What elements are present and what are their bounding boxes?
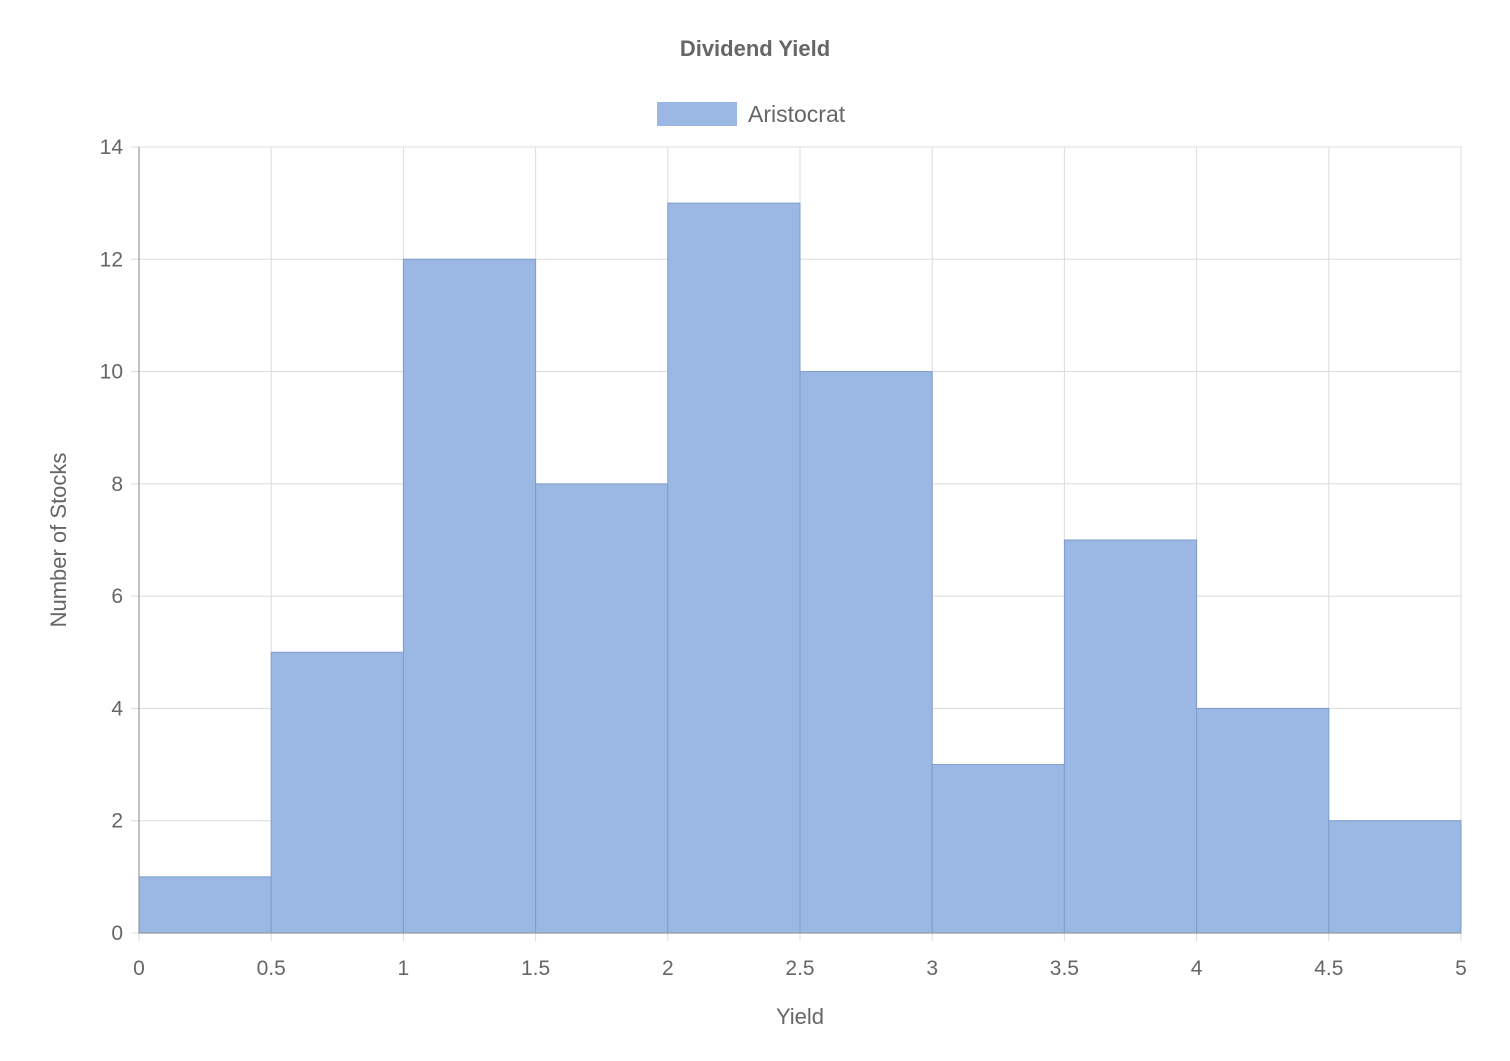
y-axis-title: Number of Stocks — [46, 453, 71, 628]
histogram-bar[interactable] — [931, 764, 1065, 934]
y-tick-label: 0 — [111, 922, 123, 945]
histogram-bar[interactable] — [799, 371, 933, 934]
y-tick-label: 12 — [100, 248, 123, 271]
histogram-bars — [138, 202, 1462, 934]
legend-label-aristocrat: Aristocrat — [748, 101, 846, 127]
x-tick-label: 0.5 — [257, 957, 286, 980]
x-tick-label: 3 — [926, 957, 938, 980]
legend-swatch-aristocrat — [657, 102, 737, 126]
x-tick-label: 1.5 — [521, 957, 550, 980]
histogram-bar[interactable] — [1063, 539, 1198, 934]
x-tick-label: 2.5 — [785, 957, 814, 980]
x-axis-title: Yield — [776, 1004, 824, 1029]
histogram-bar[interactable] — [1328, 820, 1462, 934]
y-tick-label: 2 — [111, 810, 123, 833]
y-tick-label: 4 — [111, 697, 123, 720]
y-tick-label: 14 — [100, 136, 124, 159]
x-tick-label: 0 — [133, 957, 145, 980]
axes — [138, 147, 1461, 934]
histogram-bar[interactable] — [535, 483, 669, 934]
x-tick-label: 4.5 — [1314, 957, 1343, 980]
histogram-bar[interactable] — [270, 651, 404, 934]
y-tick-label: 6 — [111, 585, 123, 608]
legend[interactable]: Aristocrat — [657, 101, 846, 127]
histogram-bar[interactable] — [1196, 707, 1330, 934]
x-axis-ticks: 0 0.5 1 1.5 2 2.5 3 3.5 4 4.5 5 — [133, 957, 1467, 980]
histogram-bar[interactable] — [667, 202, 801, 934]
chart-title: Dividend Yield — [680, 36, 830, 61]
y-tick-label: 8 — [111, 473, 123, 496]
x-tick-label: 2 — [662, 957, 674, 980]
y-tick-label: 10 — [100, 361, 123, 384]
x-tick-label: 4 — [1191, 957, 1203, 980]
x-tick-label: 3.5 — [1050, 957, 1079, 980]
x-tick-label: 1 — [398, 957, 410, 980]
histogram-bar[interactable] — [402, 258, 537, 934]
histogram-bar[interactable] — [138, 876, 272, 934]
y-axis-ticks: 0 2 4 6 8 10 12 14 — [100, 136, 124, 945]
x-tick-label: 5 — [1455, 957, 1467, 980]
